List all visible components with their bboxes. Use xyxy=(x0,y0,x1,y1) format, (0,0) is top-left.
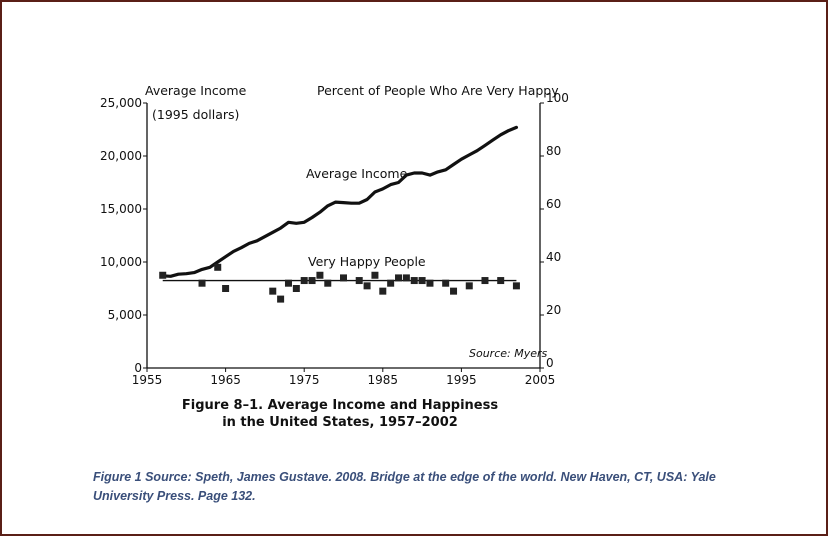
y-left-tick-label: 25,000 xyxy=(100,96,142,110)
happy-point xyxy=(308,277,316,285)
happy-point xyxy=(418,277,426,285)
figure-caption: Figure 1 Source: Speth, James Gustave. 2… xyxy=(93,468,773,506)
happy-layer xyxy=(159,263,520,303)
y-right-tick-label: 60 xyxy=(546,197,561,211)
x-tick-label: 1985 xyxy=(368,373,399,387)
happy-series-label: Very Happy People xyxy=(308,254,426,269)
caption-line1: Figure 1 Source: Speth, James Gustave. 2… xyxy=(93,470,716,484)
x-tick-label: 2005 xyxy=(525,373,556,387)
y-right-tick-label: 20 xyxy=(546,303,561,317)
happy-point xyxy=(363,282,371,290)
happy-point xyxy=(198,279,206,287)
y-left-tick-label: 5,000 xyxy=(108,308,142,322)
happy-point xyxy=(426,279,434,287)
happy-point xyxy=(284,279,292,287)
happy-point xyxy=(371,271,379,279)
happy-point xyxy=(387,279,395,287)
happy-point xyxy=(222,285,230,292)
left-axis-subtitle: (1995 dollars) xyxy=(152,107,239,122)
y-left-tick-label: 15,000 xyxy=(100,202,142,216)
chart-axes xyxy=(146,103,541,369)
happy-point xyxy=(450,287,458,295)
happy-point xyxy=(355,277,363,285)
figure-title: Figure 8–1. Average Income and Happiness… xyxy=(150,397,530,431)
income-happiness-chart: 1955 1965 1975 1985 1995 2005 0 5,000 10,000 15,0… xyxy=(100,83,569,387)
happy-point xyxy=(324,279,332,287)
y-right-tick-label: 80 xyxy=(546,144,561,158)
happy-point xyxy=(481,277,489,285)
figure-title-line1: Figure 8–1. Average Income and Happiness xyxy=(181,398,499,413)
happy-point xyxy=(277,295,285,303)
y-right-tick-label: 0 xyxy=(546,356,554,370)
happy-point xyxy=(410,277,418,285)
happy-point xyxy=(340,274,347,282)
income-series-line xyxy=(161,125,519,278)
x-tick-label: 1995 xyxy=(446,373,477,387)
happy-point xyxy=(316,271,324,279)
y-left-tick-label: 20,000 xyxy=(100,149,142,163)
x-tick-label: 1975 xyxy=(289,373,320,387)
x-tick-label: 1955 xyxy=(132,373,163,387)
left-axis-title: Average Income xyxy=(145,83,247,98)
chart-ticks: 1955 1965 1975 1985 1995 2005 0 5,000 10,000 15,0… xyxy=(100,91,569,387)
x-tick-label: 1965 xyxy=(210,373,241,387)
happy-point xyxy=(300,277,308,285)
y-left-tick-label: 10,000 xyxy=(100,255,142,269)
y-right-tick-label: 40 xyxy=(546,250,561,264)
right-axis-title: Percent of People Who Are Very Happy xyxy=(317,83,559,98)
happy-point xyxy=(465,282,473,290)
happy-point xyxy=(512,282,520,290)
happy-point xyxy=(269,287,277,295)
y-right-tick-label: 100 xyxy=(546,91,569,105)
happy-point xyxy=(395,274,403,282)
happy-point xyxy=(379,287,387,295)
happy-point xyxy=(497,277,505,285)
income-layer xyxy=(161,125,519,278)
happy-point xyxy=(292,285,300,292)
happy-point xyxy=(442,279,450,287)
happy-point xyxy=(159,271,167,279)
happy-point xyxy=(214,263,222,271)
caption-line2: University Press. Page 132. xyxy=(93,489,256,503)
happy-point xyxy=(402,274,410,282)
income-series-label: Average Income xyxy=(306,166,408,181)
y-left-tick-label: 0 xyxy=(134,361,142,375)
figure-title-line2: in the United States, 1957–2002 xyxy=(222,415,458,430)
source-note: Source: Myers xyxy=(469,347,548,360)
